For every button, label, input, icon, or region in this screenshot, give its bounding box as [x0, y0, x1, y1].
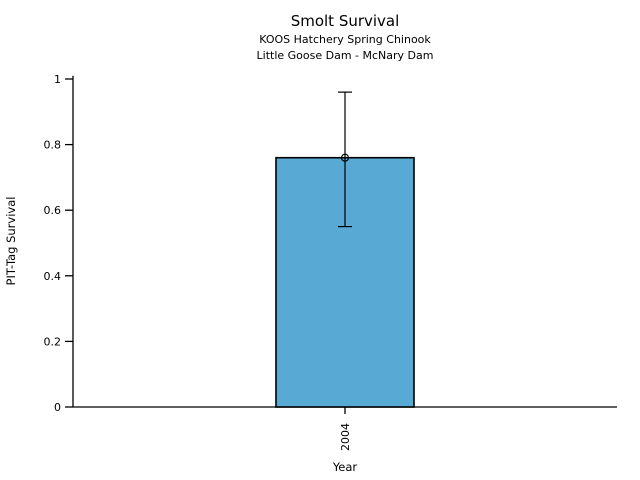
y-axis-label: PIT-Tag Survival: [4, 197, 18, 286]
x-axis-label: Year: [332, 460, 358, 474]
chart-subtitle-reach: Little Goose Dam - McNary Dam: [257, 49, 434, 62]
y-tick-label: 0.8: [44, 139, 62, 152]
y-tick-label: 0: [54, 401, 61, 414]
y-tick-label: 1: [54, 73, 61, 86]
y-tick-label: 0.4: [44, 270, 62, 283]
chart-subtitle-stock: KOOS Hatchery Spring Chinook: [259, 33, 431, 46]
y-tick-label: 0.2: [44, 335, 62, 348]
plot-area: 0 0.2 0.4 0.6 0.8 1 2004: [44, 73, 617, 451]
x-tick-label: 2004: [339, 423, 352, 451]
chart-title: Smolt Survival: [291, 12, 400, 30]
point-marker: [340, 153, 350, 162]
y-tick-label: 0.6: [44, 204, 62, 217]
